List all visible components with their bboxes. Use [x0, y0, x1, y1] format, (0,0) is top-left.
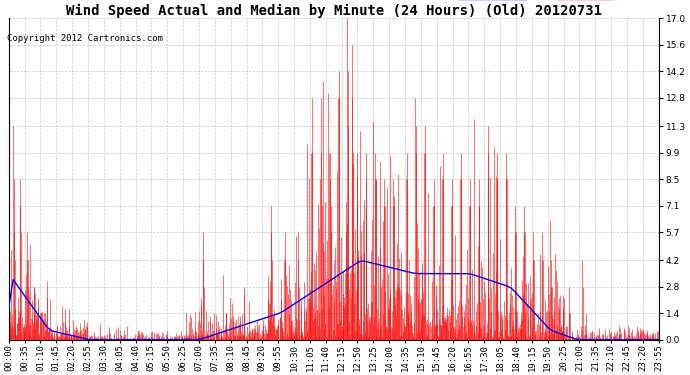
- Title: Wind Speed Actual and Median by Minute (24 Hours) (Old) 20120731: Wind Speed Actual and Median by Minute (…: [66, 4, 602, 18]
- Text: Copyright 2012 Cartronics.com: Copyright 2012 Cartronics.com: [7, 34, 163, 43]
